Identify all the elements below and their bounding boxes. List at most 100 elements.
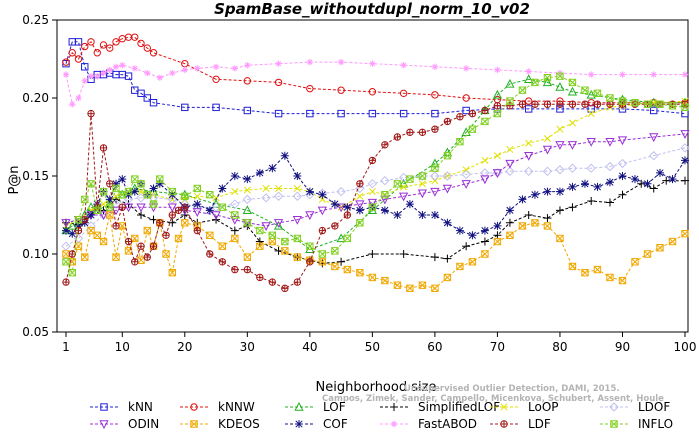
data-point-cof — [643, 179, 652, 188]
data-point-odin — [273, 219, 284, 228]
data-point-inflo — [181, 192, 189, 200]
data-point-odin — [649, 133, 659, 143]
data-point-ldf — [381, 141, 389, 149]
data-point-ldf — [149, 242, 158, 250]
data-point-inflo — [74, 215, 83, 224]
data-point-fastabod — [106, 66, 113, 74]
data-point-cof — [418, 211, 427, 219]
data-point-kdeos — [543, 222, 552, 230]
data-point-ldof — [61, 241, 71, 251]
data-point-loop — [493, 152, 501, 160]
data-point-fastabod — [275, 60, 282, 67]
data-point-ldof — [355, 183, 365, 194]
data-point-ldof — [336, 186, 346, 197]
data-point-simplifiedlof — [605, 198, 614, 207]
data-point-inflo — [543, 74, 552, 82]
data-point-kdeos — [106, 211, 114, 219]
data-point-inflo — [149, 200, 158, 208]
data-point-ldof — [480, 168, 490, 178]
data-point-fastabod — [462, 65, 470, 72]
data-point-knn — [181, 103, 189, 112]
data-point-inflo — [668, 102, 677, 110]
data-point-knnw — [306, 84, 314, 93]
data-point-odin — [586, 137, 596, 147]
data-point-inflo — [206, 191, 214, 199]
data-point-cof — [105, 195, 114, 204]
data-point-knn — [650, 106, 658, 115]
data-point-cof — [555, 187, 564, 196]
legend-label-cof: COF — [323, 417, 348, 431]
data-point-odin — [555, 141, 565, 150]
data-point-ldof — [242, 194, 253, 205]
data-point-inflo — [368, 203, 377, 211]
data-point-simplifiedlof — [230, 226, 239, 235]
data-point-knn — [124, 72, 133, 80]
data-point-inflo — [518, 86, 527, 94]
data-point-ldf — [206, 250, 214, 258]
data-point-odin — [305, 211, 315, 221]
data-point-odin — [417, 189, 428, 199]
data-point-simplifiedlof — [524, 211, 533, 219]
data-point-ldof — [305, 190, 315, 200]
data-point-cof — [593, 182, 602, 191]
x-tick-label: 50 — [365, 340, 380, 354]
data-point-ldf — [418, 128, 427, 136]
data-point-ldf — [81, 216, 89, 224]
data-point-kdeos — [606, 273, 614, 282]
data-point-cof — [243, 175, 252, 184]
data-point-inflo — [62, 258, 70, 266]
legend-label-knn: kNN — [128, 400, 153, 414]
data-point-odin — [61, 219, 71, 228]
data-point-ldf — [481, 106, 489, 115]
data-point-inflo — [281, 237, 289, 246]
data-point-ldof — [586, 163, 596, 173]
data-point-cof — [405, 200, 414, 209]
data-point-odin — [355, 200, 365, 210]
data-point-cof — [393, 211, 402, 219]
data-point-ldf — [343, 211, 352, 219]
data-point-odin — [567, 141, 578, 150]
data-point-fastabod — [75, 94, 82, 102]
data-point-kdeos — [218, 242, 227, 250]
x-tick-label: 40 — [302, 340, 317, 354]
data-point-lof — [505, 78, 515, 88]
data-point-odin — [98, 211, 109, 221]
legend-item-ldf: LDF — [490, 417, 551, 431]
data-point-kdeos — [206, 231, 214, 239]
data-point-inflo — [68, 269, 76, 277]
data-point-cof — [543, 187, 552, 196]
legend-marker-simplifiedlof — [390, 403, 398, 411]
data-point-loop — [99, 200, 108, 208]
data-point-inflo — [556, 72, 564, 80]
data-point-loop — [293, 184, 301, 193]
data-point-cof — [255, 168, 264, 177]
data-point-cof — [230, 172, 239, 180]
data-point-ldf — [393, 133, 402, 141]
data-point-simplifiedlof — [662, 176, 671, 185]
data-point-kdeos — [368, 273, 377, 282]
data-point-knnw — [337, 86, 345, 94]
data-point-simplifiedlof — [568, 203, 577, 212]
data-point-cof — [605, 178, 614, 187]
legend-label-ldof: LDOF — [638, 400, 670, 414]
data-point-simplifiedlof — [462, 242, 471, 251]
data-point-kdeos — [87, 226, 95, 235]
data-point-simplifiedlof — [618, 190, 627, 199]
legend-label-loop: LoOP — [528, 400, 559, 414]
data-point-loop — [481, 156, 489, 164]
legend-item-inflo: INFLO — [600, 417, 673, 431]
legend-label-knnw: kNNW — [218, 400, 255, 414]
data-point-loop — [418, 180, 426, 188]
data-point-ldof — [605, 161, 615, 172]
data-point-kdeos — [406, 284, 414, 293]
data-point-cof — [480, 226, 489, 235]
data-point-lof — [524, 74, 534, 83]
data-point-fastabod — [112, 63, 120, 70]
data-point-fastabod — [588, 71, 595, 78]
data-point-kdeos — [456, 262, 464, 271]
data-point-loop — [368, 188, 376, 196]
data-point-knnw — [431, 91, 439, 99]
data-point-inflo — [406, 175, 414, 183]
x-tick-label: 10 — [115, 340, 130, 354]
data-point-cof — [74, 221, 83, 230]
